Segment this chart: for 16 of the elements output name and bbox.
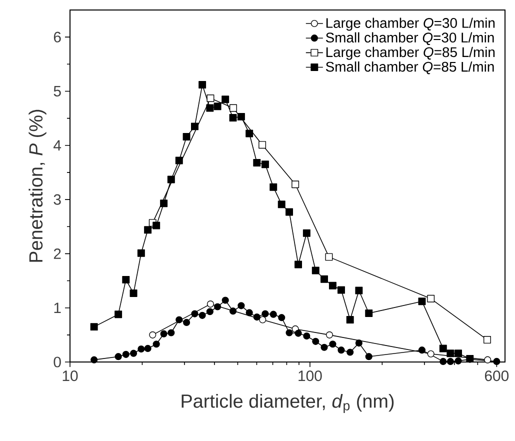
legend-label: Small chamber Q=30 L/min <box>326 32 494 46</box>
x-tick-label: 10 <box>62 370 78 382</box>
x-tick-label: 600 <box>484 370 509 382</box>
y-axis-title: Penetration, P (%) <box>28 110 46 262</box>
y-tick-label: 4 <box>54 140 62 151</box>
x-axis-title: Particle diameter, d$_{p}$ (nm) <box>182 394 394 413</box>
y-tick-label: 3 <box>54 194 61 205</box>
legend-label: Large chamber Q=30 L/min <box>326 18 495 31</box>
y-tick-label: 1 <box>54 302 61 313</box>
x-tick-label: 100 <box>298 370 322 382</box>
y-tick-label: 5 <box>54 86 61 96</box>
y-tick-label: 2 <box>54 248 61 259</box>
legend-label: Large chamber Q=85 L/min <box>326 46 495 60</box>
y-tick-label: 6 <box>54 32 61 42</box>
legend-label: Small chamber Q=85 L/min <box>326 61 494 74</box>
y-tick-label: 0 <box>54 356 61 368</box>
